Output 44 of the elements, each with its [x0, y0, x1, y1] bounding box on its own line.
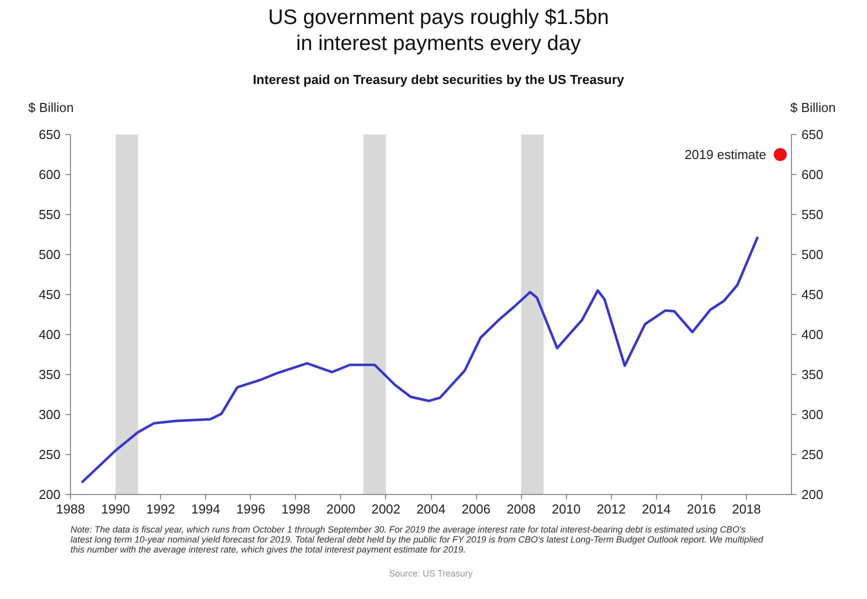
x-tick-label: 2016	[686, 502, 716, 516]
x-tick-label: 1990	[101, 502, 130, 516]
chart-subtitle: Interest paid on Treasury debt securities by the US Treasury	[252, 71, 624, 89]
y2-tick-label: 300	[802, 407, 824, 422]
y2-tick-label: 500	[802, 247, 824, 262]
y-tick-label: 600	[38, 167, 61, 182]
x-tick-label: 1992	[146, 502, 176, 516]
x-tick-label: 1988	[56, 502, 85, 516]
y2-tick-label: 400	[802, 327, 824, 342]
x-tick-label: 2008	[506, 502, 536, 516]
y-tick-label: 400	[38, 327, 61, 342]
x-tick-label: 2002	[371, 502, 400, 516]
x-tick-label: 2010	[552, 502, 581, 516]
y-tick-label: 550	[38, 207, 61, 222]
y-axis-title: $ Billion	[28, 99, 74, 117]
source-note: Source: US Treasury	[389, 568, 474, 578]
x-tick-label: 1996	[236, 502, 266, 516]
x-tick-label: 2004	[416, 502, 446, 516]
x-tick-label: 2014	[642, 502, 671, 516]
y-tick-label: 250	[38, 447, 61, 462]
y-tick-label: 200	[38, 487, 61, 502]
x-tick-label: 1994	[191, 502, 220, 516]
y2-tick-label: 650	[802, 127, 824, 142]
y-tick-label: 300	[38, 407, 61, 422]
y-tick-label: 350	[38, 367, 61, 382]
text: Note: The data is fiscal year, which runs from October 1 through September 30. For 2019 the average interest rate for total interest-bearing debt is estimated using CBO's latest long term 10-year nominal yield forecast for 2019. Total federal debt held by the public for FY 2019 is from CBO's latest Long-Term Budget Outlook report. We multiplied this number with the average interest rate, which gives the total interest payment estimate for 2019.	[70, 524, 764, 554]
x-tick-label: 2006	[462, 502, 491, 516]
y-tick-label: 650	[38, 127, 61, 142]
y2-tick-label: 350	[802, 367, 824, 382]
y-tick-label: 450	[38, 287, 61, 302]
y2-tick-label: 550	[802, 207, 824, 222]
y2-tick-label: 450	[802, 287, 824, 302]
x-tick-label: 2000	[326, 502, 356, 516]
line-series	[80, 236, 759, 484]
y2-tick-label: 200	[802, 487, 824, 502]
chart-title: US government pays roughly $1.5bn in interest payments every day	[268, 5, 609, 57]
x-tick-label: 2012	[596, 502, 626, 516]
y2-tick-label: 600	[802, 167, 824, 182]
y2-tick-label: 250	[802, 447, 824, 462]
x-tick-label: 1998	[281, 502, 310, 516]
y-tick-label: 500	[38, 247, 61, 262]
y2-axis-title: $ Billion	[790, 99, 836, 117]
x-tick-label: 2018	[732, 502, 761, 516]
series-label: 2019 estimate	[684, 147, 766, 162]
